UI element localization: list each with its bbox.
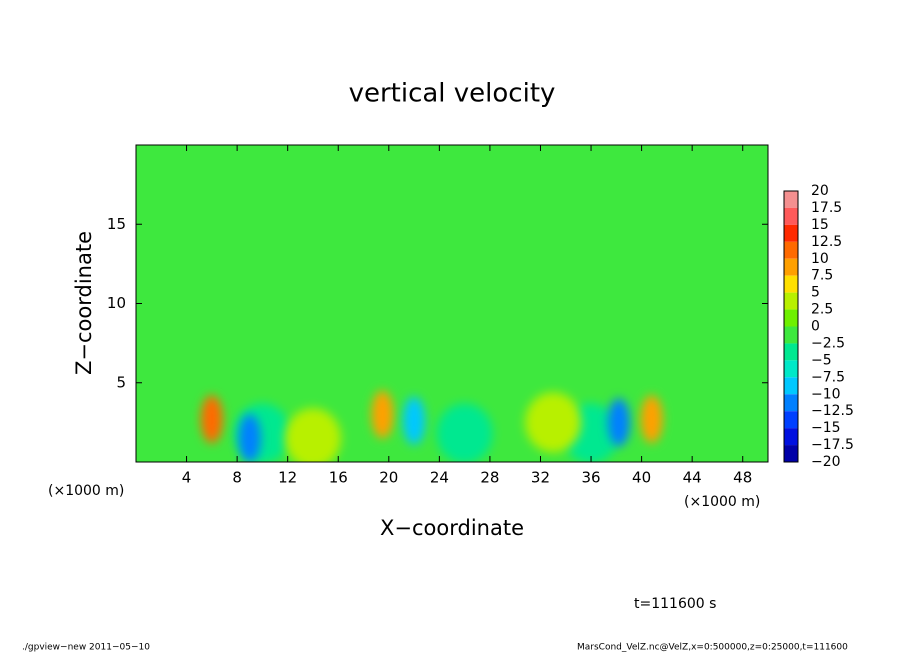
colorbar-label: −17.5 [811, 437, 854, 453]
y-tick-label: 5 [116, 373, 126, 391]
field-feature [525, 392, 582, 453]
colorbar-label: 12.5 [811, 234, 842, 250]
colorbar-bin [784, 191, 798, 208]
colorbar-label: 0 [811, 319, 820, 335]
colorbar-label: −7.5 [811, 369, 845, 385]
y-axis-label: Z−coordinate [72, 231, 96, 375]
colorbar-label: 2.5 [811, 302, 833, 318]
x-unit-left: (×1000 m) [48, 483, 124, 499]
x-tick-label: 36 [581, 469, 600, 487]
colorbar-label: 10 [811, 251, 829, 267]
x-axis-label: X−coordinate [380, 516, 524, 540]
colorbar-frame [783, 190, 799, 463]
colorbar-label: −12.5 [811, 403, 854, 419]
colorbar-bin [784, 394, 798, 412]
footer-left: ./gpview−new 2011−05−10 [22, 643, 150, 653]
colorbar-bin [784, 360, 798, 378]
footer-right: MarsCond_VelZ.nc@VelZ,x=0:500000,z=0:250… [577, 643, 848, 653]
x-tick-label: 44 [683, 469, 702, 487]
colorbar-bin [784, 241, 798, 259]
x-tick-label: 28 [480, 469, 499, 487]
colorbar-label: 17.5 [811, 200, 842, 216]
field-feature [607, 398, 630, 447]
time-label: t=111600 s [634, 596, 716, 612]
field-feature [640, 395, 663, 444]
field-feature [371, 390, 394, 439]
chart-title: vertical velocity [349, 79, 556, 109]
x-tick-label: 48 [733, 469, 752, 487]
x-tick-label: 4 [182, 469, 192, 487]
x-tick-label: 8 [232, 469, 242, 487]
field-feature [238, 414, 261, 462]
field-feature [436, 403, 493, 462]
colorbar-bin [784, 445, 798, 462]
colorbar-label: −5 [811, 352, 832, 368]
colorbar-bin [784, 326, 798, 344]
x-tick-label: 20 [379, 469, 398, 487]
colorbar-bin [784, 258, 798, 276]
colorbar-bin [784, 377, 798, 395]
colorbar-label: 7.5 [811, 268, 833, 284]
colorbar-bin [784, 207, 798, 225]
x-tick-label: 12 [278, 469, 297, 487]
x-tick-label: 40 [632, 469, 651, 487]
colorbar-label: −15 [811, 420, 841, 436]
colorbar-label: 20 [811, 183, 829, 199]
y-tick-label: 15 [107, 215, 126, 233]
x-tick-label: 16 [329, 469, 348, 487]
colorbar-bin [784, 224, 798, 242]
x-tick-label: 24 [430, 469, 449, 487]
field-feature [200, 395, 223, 444]
field [136, 145, 768, 462]
y-tick-label: 10 [107, 294, 126, 312]
x-unit-right: (×1000 m) [684, 494, 760, 510]
x-tick-label: 32 [531, 469, 550, 487]
colorbar-bin [784, 275, 798, 293]
colorbar-bin [784, 309, 798, 327]
colorbar-bin [784, 292, 798, 310]
colorbar-label: 5 [811, 285, 820, 301]
field-feature [403, 396, 426, 445]
colorbar-bin [784, 411, 798, 429]
colorbar-bin [784, 428, 798, 446]
field-feature [284, 408, 341, 462]
colorbar-label: −10 [811, 386, 841, 402]
colorbar-label: 15 [811, 217, 829, 233]
colorbar-label: −20 [811, 454, 841, 470]
colorbar-label: −2.5 [811, 335, 845, 351]
colorbar-bin [784, 343, 798, 361]
